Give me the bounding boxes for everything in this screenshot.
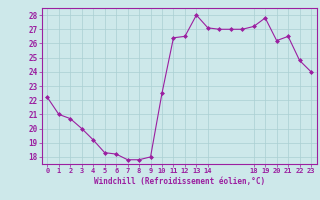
X-axis label: Windchill (Refroidissement éolien,°C): Windchill (Refroidissement éolien,°C) xyxy=(94,177,265,186)
